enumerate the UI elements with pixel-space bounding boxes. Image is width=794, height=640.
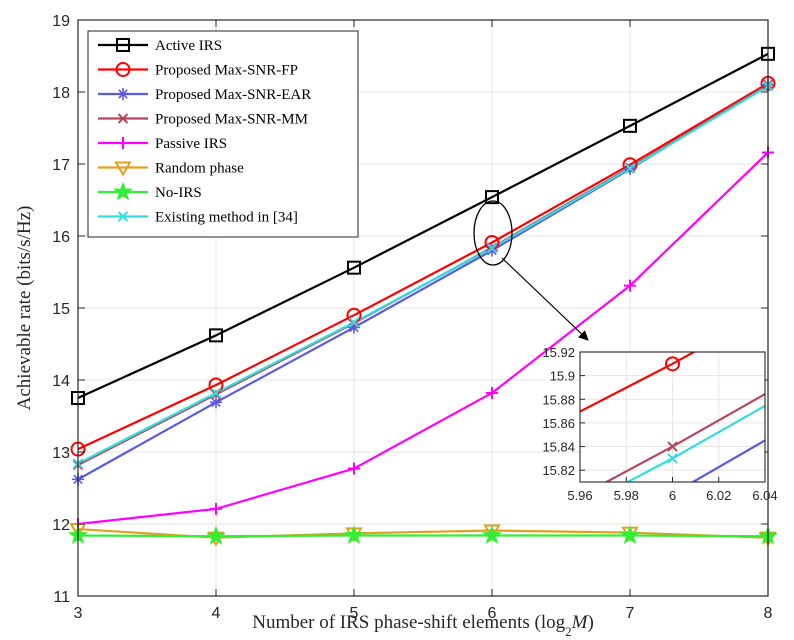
x-axis-label: Number of IRS phase-shift elements (log2… [252,612,594,639]
legend-label: Random phase [155,161,244,177]
legend: Active IRS Proposed Max-SNR-FP Proposed Ma… [87,30,359,238]
data-point [209,328,223,343]
legend-marker [114,161,132,177]
data-point [624,163,636,174]
y-tick-label: 15 [52,301,70,318]
y-tick-label: 19 [52,13,70,30]
data-point [620,525,640,544]
legend-label: Proposed Max-SNR-FP [155,63,298,79]
data-point [482,525,502,544]
x-tick-label: 3 [74,605,83,622]
inset-data-point [665,356,680,372]
inset-x-tick-label: 5.98 [614,488,639,503]
data-point [210,502,222,515]
legend-label: No-IRS [155,185,202,201]
legend-label: Proposed Max-SNR-EAR [155,87,311,103]
data-point [623,118,637,133]
legend-marker [116,38,130,52]
legend-label: Existing method in [34] [155,210,298,226]
inset-y-tick-label: 15.84 [542,440,575,455]
axis-ticks: 11 12 13 14 15 16 17 18 19 3 4 5 6 7 8 [52,13,772,622]
y-tick-label: 17 [52,157,70,174]
inset-data-point [667,441,678,452]
series-line [78,85,768,465]
data-point [344,525,364,544]
inset-y-tick-label: 15.88 [542,392,575,407]
legend-label: Passive IRS [155,136,227,152]
legend-marker [115,62,131,77]
data-point [348,462,360,475]
series-layer [78,52,768,539]
data-point [486,244,498,257]
inset-x-tick-label: 6 [669,488,676,503]
data-point [624,279,636,292]
inset-y-tick-label: 15.92 [542,345,575,360]
x-tick-label: 6 [488,605,497,622]
inset-series-layer [580,352,765,482]
data-point [348,317,360,328]
data-point [206,525,226,545]
legend-box [87,30,359,238]
inset-y-tick-label: 15.82 [542,463,575,478]
legend-marker [117,113,129,124]
series-line [78,52,768,400]
data-point [210,387,222,399]
data-point [347,260,361,275]
series-line [78,82,768,451]
data-point [210,396,222,409]
x-tick-label: 4 [212,605,221,622]
x-tick-label: 7 [626,605,635,622]
zoom-inset: 15.82 15.84 15.86 15.88 15.9 15.92 5.96 5.98 6 6.… [542,345,777,503]
inset-series-line [580,352,697,413]
inset-x-tick-label: 5.96 [567,488,592,503]
inset-x-tick-label: 6.02 [706,488,731,503]
y-tick-label: 11 [53,589,70,606]
inset-series-line [690,439,765,482]
y-tick-label: 13 [52,445,70,462]
legend-label: Active IRS [155,38,222,54]
inset-y-tick-label: 15.86 [542,416,575,431]
zoom-ellipse [473,200,513,266]
zoom-arrow [501,257,589,341]
legend-marker [113,181,133,201]
series-line [78,534,768,538]
x-tick-label: 5 [350,605,359,622]
inset-y-tick-label: 15.9 [550,369,575,384]
legend-marker [117,211,129,222]
y-tick-label: 12 [52,517,70,534]
y-tick-label: 18 [52,85,70,102]
data-point [210,389,222,400]
inset-x-tick-label: 6.04 [752,488,777,503]
legend-marker [117,137,129,149]
inset-data-point [667,453,678,464]
series-line [78,151,768,526]
legend-marker [117,88,129,100]
x-tick-label: 8 [764,605,773,622]
data-point [486,243,498,254]
legend-label: Proposed Max-SNR-MM [155,112,308,128]
data-point [208,377,224,393]
marker-layer [68,46,778,547]
y-tick-label: 16 [52,229,70,246]
data-point [348,321,360,334]
data-point [486,386,498,399]
data-point [485,190,499,205]
y-tick-label: 14 [52,373,70,390]
y-axis-label: Achievable rate (bits/s/Hz) [14,206,35,411]
